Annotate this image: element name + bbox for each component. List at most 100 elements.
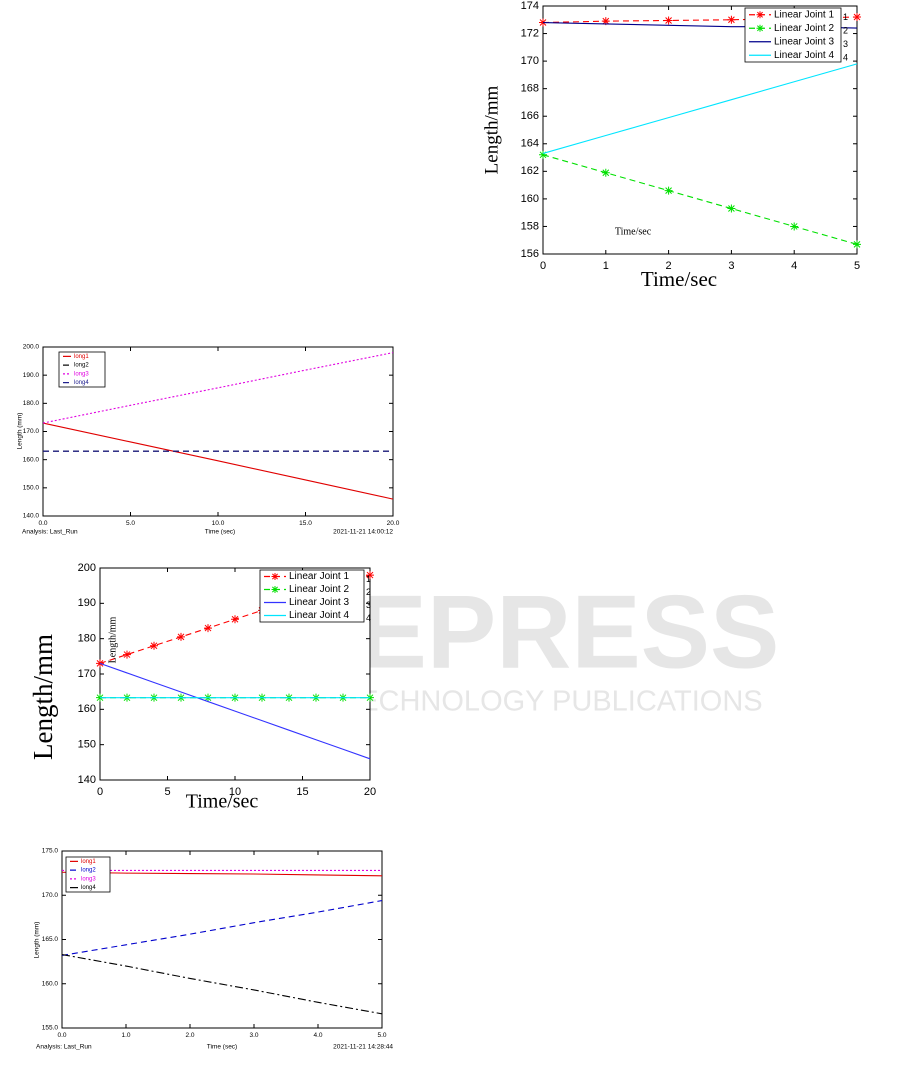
y-tick-label: 170 [78,668,96,680]
x-tick-label: 4.0 [313,1032,322,1039]
y-tick-label: 160.0 [42,980,59,987]
legend-label: long2 [74,363,89,369]
marker [150,641,158,650]
x-tick-label: 0 [97,786,103,798]
x-tick-label: 2 [666,260,672,272]
marker [664,16,673,25]
y-tick-label: 174 [521,0,539,12]
annotation: Length/mm [107,616,118,663]
marker [601,168,610,177]
x-axis-label: Time/sec [186,791,259,813]
y-tick-label: 162 [521,165,539,177]
x-tick-label: 0.0 [38,520,47,527]
y-axis-label: Length (mm) [34,922,41,959]
legend-label: long4 [81,885,96,891]
legend-label: long1 [74,354,89,360]
legend-box [744,7,842,63]
series-line [42,352,394,424]
marker [539,18,547,27]
x-tick-label: 15 [296,786,308,798]
y-tick-label: 160 [521,193,539,205]
chart: 155.0 160.0 165.0 170.0 175.0 0.0 1.0 2.0 3.0 4.0… [34,848,394,1051]
marker [539,150,547,159]
y-tick-label: 180.0 [23,400,40,407]
marker [727,15,736,24]
y-tick-label: 158 [521,220,539,232]
y-tick-label: 165.0 [42,936,59,943]
y-tick-label: 175.0 [42,848,59,855]
x-tick-label: 3 [728,260,734,272]
x-tick-label: 10.0 [212,520,225,527]
legend-marker [756,11,764,19]
marker [853,13,861,22]
series-line [61,900,383,956]
legend-label: Linear Joint 2 [774,23,834,34]
footer-left: Analysis: Last_Run [22,529,78,536]
plot-area [61,850,383,1029]
y-tick-label: 172 [521,27,539,39]
legend-label: long1 [81,859,96,865]
x-tick-label: 10 [229,786,241,798]
marker [790,222,799,231]
legend-tag: 2 [843,26,848,36]
x-tick-label: 5.0 [377,1032,386,1039]
chart: 140 150 160 170 180 190 200 0 5 10 15 20 Linear Join… [28,562,376,813]
y-tick-label: 155.0 [42,1025,59,1032]
x-tick-label: 5 [854,260,860,272]
x-tick-label: 5 [164,786,170,798]
x-tick-label: 1.0 [121,1032,130,1039]
x-tick-label: 1 [603,260,609,272]
legend-label: Linear Joint 3 [289,597,349,608]
legend-label: Linear Joint 2 [289,584,349,595]
annotation: Time/sec [615,226,652,237]
marker [123,650,131,659]
y-tick-label: 140.0 [23,513,40,520]
y-tick-label: 150.0 [23,485,40,492]
x-tick-label: 0.0 [57,1032,66,1039]
legend-label: long2 [81,868,96,874]
marker [366,571,374,580]
y-tick-label: 180 [78,633,96,645]
legend-tag: 3 [366,600,371,610]
series-line [99,662,371,760]
footer-right: 2021-11-21 14:00:12 [333,529,393,536]
x-tick-label: 5.0 [126,520,135,527]
marker [231,615,239,624]
y-tick-label: 190 [78,597,96,609]
legend-label: long3 [74,371,89,377]
legend-label: Linear Joint 4 [774,50,834,61]
legend-tag: 3 [843,39,848,49]
legend-tag: 2 [366,587,371,597]
legend-box [65,856,111,893]
x-tick-label: 20 [364,786,376,798]
legend-label: Linear Joint 1 [289,571,349,582]
y-tick-label: 170.0 [23,428,40,435]
x-tick-label: 0 [540,260,546,272]
y-tick-label: 156 [521,248,539,260]
chart: 156 158 160 162 164 166 168 170 172 174 0 1 2 3 4 5 Line… [481,0,861,291]
legend-label: Linear Joint 3 [774,36,834,47]
y-tick-label: 150 [78,739,96,751]
y-tick-label: 170 [521,55,539,67]
legend-tag: 1 [366,574,371,584]
marker [177,632,185,641]
y-tick-label: 160.0 [23,456,40,463]
marker [853,240,861,249]
x-tick-label: 20.0 [387,520,400,527]
y-tick-label: 190.0 [23,372,40,379]
legend-tag: 1 [843,12,848,22]
x-tick-label: 2.0 [185,1032,194,1039]
y-axis-label: Length/mm [28,634,58,760]
legend-tag: 4 [366,613,371,623]
y-tick-label: 160 [78,703,96,715]
x-tick-label: 4 [791,260,797,272]
legend-label: Linear Joint 1 [774,9,834,20]
y-tick-label: 166 [521,110,539,122]
series-line [61,954,383,1015]
y-tick-label: 140 [78,774,96,786]
y-tick-label: 200.0 [23,344,40,351]
x-axis-label: Time (sec) [207,1044,237,1051]
y-axis-label: Length/mm [481,85,502,174]
